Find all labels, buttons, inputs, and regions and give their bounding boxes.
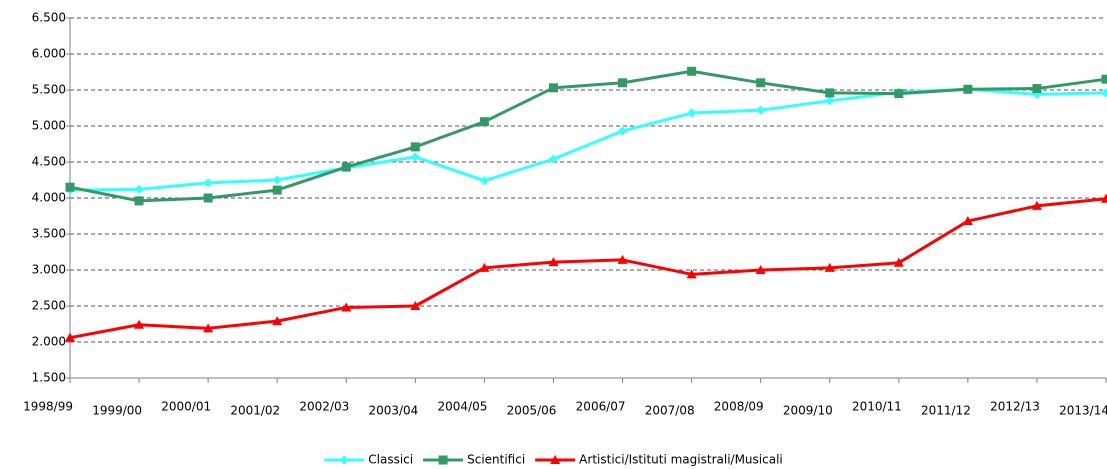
y-tick-label: 6.000 xyxy=(32,47,66,61)
y-tick-label: 5.000 xyxy=(32,119,66,133)
legend-item: Scientifici xyxy=(423,453,525,467)
x-tick-label: 2012/13 xyxy=(990,400,1040,414)
legend-item: Classici xyxy=(324,453,413,467)
x-tick-label: 2009/10 xyxy=(783,404,833,418)
legend-label: Artistici/Istituti magistrali/Musicali xyxy=(579,453,783,467)
marker xyxy=(687,66,697,76)
marker xyxy=(341,302,352,312)
marker xyxy=(341,162,351,172)
marker xyxy=(824,262,835,272)
marker xyxy=(438,455,448,465)
x-tick-label: 1999/00 xyxy=(92,404,142,418)
y-tick-label: 3.000 xyxy=(32,263,66,277)
marker xyxy=(65,182,75,192)
marker xyxy=(1101,74,1107,84)
x-tick-label: 2002/03 xyxy=(299,400,349,414)
marker xyxy=(893,257,904,267)
marker xyxy=(756,78,766,88)
marker xyxy=(410,301,421,310)
marker xyxy=(617,254,628,264)
marker xyxy=(550,455,561,464)
series-line xyxy=(69,69,1107,203)
marker xyxy=(134,196,144,206)
y-tick-label: 3.500 xyxy=(32,227,66,241)
marker xyxy=(687,108,697,118)
marker xyxy=(134,319,145,329)
legend-label: Scientifici xyxy=(467,453,525,467)
marker xyxy=(548,83,558,93)
marker xyxy=(825,96,835,106)
x-tick-label: 2008/09 xyxy=(714,400,764,414)
x-tick-label: 2007/08 xyxy=(645,404,695,418)
x-tick-label: 2013/14 xyxy=(1059,404,1107,418)
x-tick-label: 1998/99 xyxy=(23,400,73,414)
legend: Classici Scientifici Artistici/Istituti ma… xyxy=(324,453,783,467)
y-tick-label: 2.000 xyxy=(32,335,66,349)
marker xyxy=(479,117,489,127)
y-tick-label: 1.500 xyxy=(32,371,66,385)
marker xyxy=(963,84,973,94)
marker xyxy=(825,88,835,98)
y-tick-label: 4.000 xyxy=(32,191,66,205)
x-tick-label: 2000/01 xyxy=(161,400,211,414)
y-tick-label: 4.500 xyxy=(32,155,66,169)
x-tick-label: 2011/12 xyxy=(921,404,971,418)
marker xyxy=(203,323,214,333)
marker xyxy=(755,265,766,274)
marker xyxy=(272,316,283,326)
legend-label: Classici xyxy=(368,453,413,467)
x-tick-label: 2005/06 xyxy=(507,404,557,418)
marker xyxy=(479,262,490,272)
marker xyxy=(548,154,558,164)
marker xyxy=(203,193,213,203)
marker xyxy=(962,216,973,226)
legend-item: Artistici/Istituti magistrali/Musicali xyxy=(535,453,783,467)
marker xyxy=(410,152,420,162)
x-tick-label: 2003/04 xyxy=(368,404,418,418)
series-line xyxy=(69,197,1107,340)
marker xyxy=(203,178,213,188)
marker xyxy=(339,455,349,465)
x-tick-label: 2001/02 xyxy=(230,404,280,418)
x-tick-label: 2004/05 xyxy=(438,400,488,414)
marker xyxy=(618,78,628,88)
marker xyxy=(1031,200,1042,210)
y-tick-label: 5.500 xyxy=(32,83,66,97)
y-tick-label: 2.500 xyxy=(32,299,66,313)
marker xyxy=(134,184,144,194)
x-tick-label: 2010/11 xyxy=(852,400,902,414)
x-tick-label: 2006/07 xyxy=(576,400,626,414)
marker xyxy=(618,126,628,136)
marker xyxy=(548,257,559,267)
series-line xyxy=(69,87,1107,192)
marker xyxy=(1101,193,1107,203)
marker xyxy=(686,269,697,279)
marker xyxy=(894,89,904,99)
y-tick-label: 6.500 xyxy=(32,11,66,25)
marker xyxy=(272,175,282,185)
marker xyxy=(479,176,489,186)
marker xyxy=(756,105,766,115)
marker xyxy=(65,332,75,342)
marker xyxy=(272,185,282,195)
marker xyxy=(1032,84,1042,94)
marker xyxy=(1101,88,1107,98)
marker xyxy=(410,142,420,152)
